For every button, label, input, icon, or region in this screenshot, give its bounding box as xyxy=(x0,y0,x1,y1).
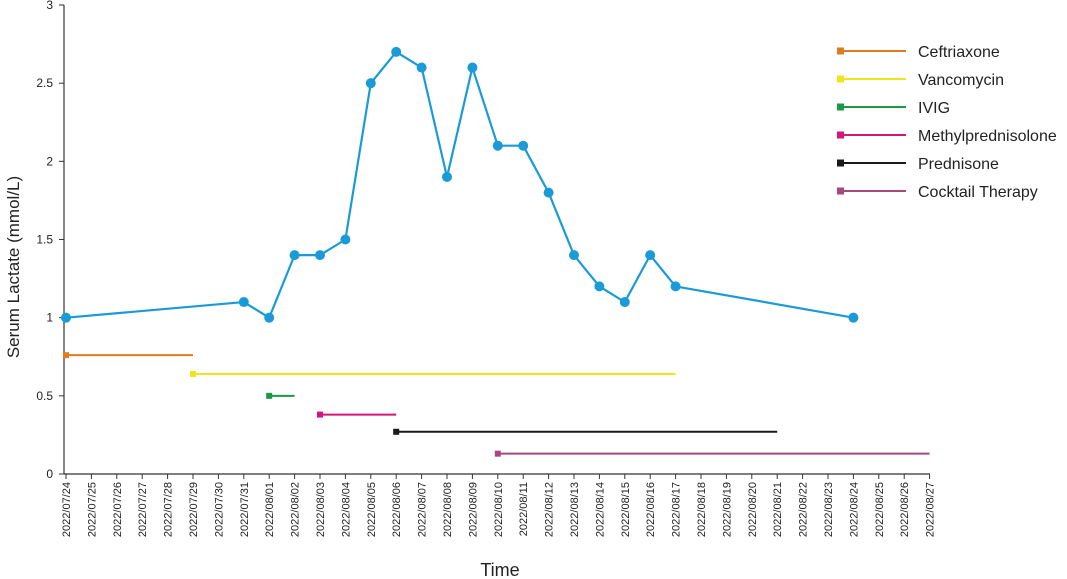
axes xyxy=(63,5,930,475)
x-tick-label: 2022/07/31 xyxy=(239,482,251,537)
treatment-start-marker xyxy=(63,352,69,359)
lactate-point xyxy=(492,140,503,151)
lactate-line xyxy=(65,50,854,319)
x-tick-label: 2022/08/25 xyxy=(874,482,886,537)
x-tick-label: 2022/08/22 xyxy=(798,482,810,537)
legend-marker xyxy=(837,131,844,139)
lactate-point xyxy=(467,62,478,73)
y-tick-label: 2.5 xyxy=(36,76,53,90)
lactate-point xyxy=(264,312,275,323)
x-tick-label: 2022/08/24 xyxy=(848,482,860,537)
x-tick-label: 2022/08/21 xyxy=(772,482,784,537)
x-tick-label: 2022/07/28 xyxy=(163,482,175,537)
x-tick-label: 2022/07/29 xyxy=(188,482,200,537)
legend-marker xyxy=(837,47,844,55)
lactate-point xyxy=(442,171,452,182)
lactate-point xyxy=(543,187,554,198)
lactate-point xyxy=(315,250,325,261)
x-ticks: 2022/07/24 2022/07/25 2022/07/26 2022/07/27… xyxy=(61,474,937,537)
lactate-point xyxy=(848,312,859,323)
y-tick-label: 0.5 xyxy=(36,389,53,403)
legend-label: IVIG xyxy=(918,100,950,117)
legend-marker xyxy=(837,187,844,195)
x-tick-label: 2022/08/05 xyxy=(366,482,378,537)
x-tick-label: 2022/08/02 xyxy=(290,482,302,537)
lactate-point xyxy=(365,78,376,89)
x-tick-label: 2022/08/14 xyxy=(594,482,606,537)
legend-marker xyxy=(837,75,844,83)
x-tick-label: 2022/08/04 xyxy=(340,482,352,537)
y-tick-label: 3 xyxy=(46,0,53,12)
x-tick-label: 2022/08/08 xyxy=(442,482,454,537)
x-tick-label: 2022/08/23 xyxy=(823,482,835,537)
x-tick-label: 2022/08/17 xyxy=(671,482,683,537)
legend-marker xyxy=(837,103,844,111)
legend-marker xyxy=(837,159,844,167)
lactate-series xyxy=(61,46,859,323)
lactate-point xyxy=(238,297,249,308)
lactate-point xyxy=(61,312,71,323)
x-tick-label: 2022/08/06 xyxy=(391,482,403,537)
treatment-start-marker xyxy=(317,411,323,418)
x-tick-label: 2022/08/16 xyxy=(645,482,657,537)
treatment-start-marker xyxy=(190,370,196,377)
y-ticks: 0 0.5 1 1.5 2 2.5 3 xyxy=(36,0,64,481)
x-tick-label: 2022/08/13 xyxy=(569,482,581,537)
lactate-point xyxy=(518,140,529,151)
treatment-start-marker xyxy=(266,392,273,399)
legend-label: Cocktail Therapy xyxy=(918,184,1038,201)
y-tick-label: 1 xyxy=(46,311,53,325)
x-tick-label: 2022/08/18 xyxy=(696,482,708,537)
x-tick-label: 2022/07/30 xyxy=(213,482,225,537)
legend-label: Vancomycin xyxy=(918,72,1004,89)
x-tick-label: 2022/08/09 xyxy=(467,482,479,537)
lactate-point xyxy=(670,281,681,292)
x-axis-label: Time xyxy=(480,560,519,579)
y-axis-label: Serum Lactate (mmol/L) xyxy=(4,176,23,358)
lactate-point xyxy=(340,234,351,245)
y-tick-label: 0 xyxy=(46,467,53,481)
x-tick-label: 2022/08/26 xyxy=(899,482,911,537)
legend-label: Ceftriaxone xyxy=(918,44,1000,61)
treatment-start-marker xyxy=(393,428,400,435)
y-tick-label: 2 xyxy=(46,154,53,168)
lactate-point xyxy=(391,46,402,57)
x-tick-label: 2022/08/11 xyxy=(518,482,530,536)
lactate-point xyxy=(645,250,656,261)
x-tick-label: 2022/08/15 xyxy=(620,482,632,537)
x-tick-label: 2022/08/10 xyxy=(493,482,505,537)
treatment-start-marker xyxy=(494,450,501,457)
x-tick-label: 2022/08/27 xyxy=(925,482,937,537)
lactate-point xyxy=(594,281,605,292)
x-tick-label: 2022/07/24 xyxy=(61,482,73,537)
x-tick-label: 2022/08/19 xyxy=(721,482,733,537)
legend-label: Prednisone xyxy=(918,156,999,173)
lactate-point xyxy=(619,297,630,308)
treatment-bars xyxy=(63,352,930,457)
lactate-point xyxy=(569,250,579,261)
x-tick-label: 2022/08/03 xyxy=(315,482,327,537)
legend: Ceftriaxone Vancomycin IVIG Methylprednisol… xyxy=(837,44,1057,201)
x-tick-label: 2022/08/12 xyxy=(544,482,556,537)
legend-label: Methylprednisolone xyxy=(918,128,1057,145)
x-tick-label: 2022/08/20 xyxy=(747,482,759,537)
x-tick-label: 2022/07/25 xyxy=(86,482,98,537)
lactate-point xyxy=(289,250,300,261)
x-tick-label: 2022/08/01 xyxy=(264,482,276,537)
lactate-point xyxy=(416,62,427,73)
x-tick-label: 2022/07/26 xyxy=(112,482,124,537)
x-tick-label: 2022/07/27 xyxy=(137,482,149,537)
x-tick-label: 2022/08/07 xyxy=(417,482,429,537)
y-tick-label: 1.5 xyxy=(36,233,53,247)
